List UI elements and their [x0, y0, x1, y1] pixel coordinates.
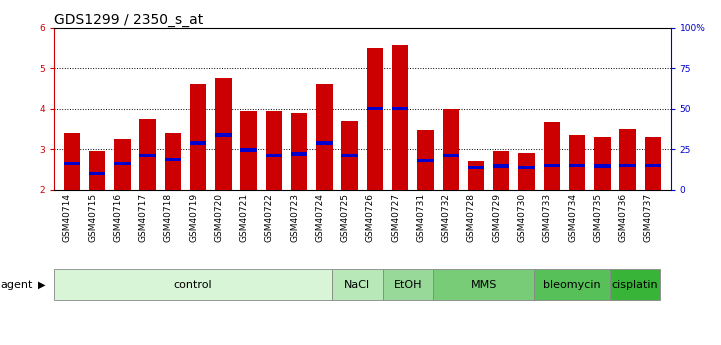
Bar: [468, 166, 485, 169]
Text: MMS: MMS: [470, 280, 497, 289]
Bar: [240, 111, 257, 190]
Text: GSM40727: GSM40727: [392, 193, 400, 242]
Bar: [342, 121, 358, 190]
Text: GSM40733: GSM40733: [543, 193, 552, 242]
Bar: [291, 113, 307, 190]
Bar: [594, 137, 611, 190]
Text: bleomycin: bleomycin: [543, 280, 601, 289]
Bar: [468, 161, 485, 190]
Text: GSM40734: GSM40734: [568, 193, 577, 242]
Text: GSM40720: GSM40720: [214, 193, 224, 242]
Text: GSM40731: GSM40731: [417, 193, 425, 242]
Bar: [265, 154, 282, 157]
Bar: [392, 45, 408, 190]
Text: GSM40725: GSM40725: [340, 193, 350, 242]
Bar: [265, 111, 282, 190]
Bar: [139, 119, 156, 190]
Bar: [317, 141, 332, 145]
Text: GSM40716: GSM40716: [113, 193, 123, 242]
Text: ▶: ▶: [37, 280, 45, 289]
Bar: [443, 154, 459, 157]
Text: control: control: [174, 280, 213, 289]
Bar: [493, 151, 510, 190]
Text: GSM40715: GSM40715: [88, 193, 97, 242]
Text: GSM40736: GSM40736: [619, 193, 627, 242]
Bar: [342, 154, 358, 157]
Bar: [619, 129, 636, 190]
Text: GSM40722: GSM40722: [265, 193, 274, 242]
Bar: [63, 133, 80, 190]
Bar: [493, 165, 510, 168]
Bar: [383, 269, 433, 300]
Text: GSM40729: GSM40729: [492, 193, 501, 242]
Bar: [518, 153, 535, 190]
Bar: [569, 135, 585, 190]
Bar: [544, 164, 560, 167]
Text: GSM40719: GSM40719: [189, 193, 198, 242]
Bar: [89, 151, 105, 190]
Bar: [619, 164, 636, 167]
Bar: [544, 122, 560, 190]
Text: EtOH: EtOH: [394, 280, 422, 289]
Bar: [240, 148, 257, 152]
Bar: [190, 141, 206, 145]
Bar: [332, 269, 383, 300]
Text: GSM40732: GSM40732: [442, 193, 451, 242]
Bar: [190, 84, 206, 190]
Bar: [534, 269, 610, 300]
Text: agent: agent: [1, 280, 33, 289]
Bar: [518, 166, 535, 169]
Text: GSM40723: GSM40723: [290, 193, 299, 242]
Bar: [645, 137, 661, 190]
Text: GSM40730: GSM40730: [518, 193, 526, 242]
Bar: [215, 133, 231, 137]
Bar: [215, 78, 231, 190]
Bar: [433, 269, 534, 300]
Bar: [610, 269, 660, 300]
Text: GSM40724: GSM40724: [315, 193, 324, 242]
Bar: [367, 48, 383, 190]
Bar: [291, 152, 307, 156]
Text: cisplatin: cisplatin: [612, 280, 658, 289]
Bar: [164, 133, 181, 190]
Text: NaCl: NaCl: [344, 280, 371, 289]
Text: GSM40718: GSM40718: [164, 193, 173, 242]
Bar: [594, 165, 611, 168]
Text: GSM40721: GSM40721: [239, 193, 249, 242]
Text: GDS1299 / 2350_s_at: GDS1299 / 2350_s_at: [54, 12, 203, 27]
Bar: [417, 130, 433, 190]
Bar: [417, 159, 433, 162]
Text: GSM40714: GSM40714: [63, 193, 72, 242]
Bar: [54, 269, 332, 300]
Text: GSM40737: GSM40737: [644, 193, 653, 242]
Bar: [139, 154, 156, 157]
Bar: [114, 161, 131, 165]
Text: GSM40726: GSM40726: [366, 193, 375, 242]
Bar: [317, 84, 332, 190]
Text: GSM40735: GSM40735: [593, 193, 602, 242]
Text: GSM40728: GSM40728: [467, 193, 476, 242]
Bar: [63, 161, 80, 165]
Bar: [89, 172, 105, 175]
Bar: [114, 139, 131, 190]
Bar: [645, 164, 661, 167]
Bar: [443, 109, 459, 190]
Bar: [164, 158, 181, 161]
Bar: [392, 107, 408, 110]
Bar: [367, 107, 383, 110]
Bar: [569, 164, 585, 167]
Text: GSM40717: GSM40717: [138, 193, 148, 242]
